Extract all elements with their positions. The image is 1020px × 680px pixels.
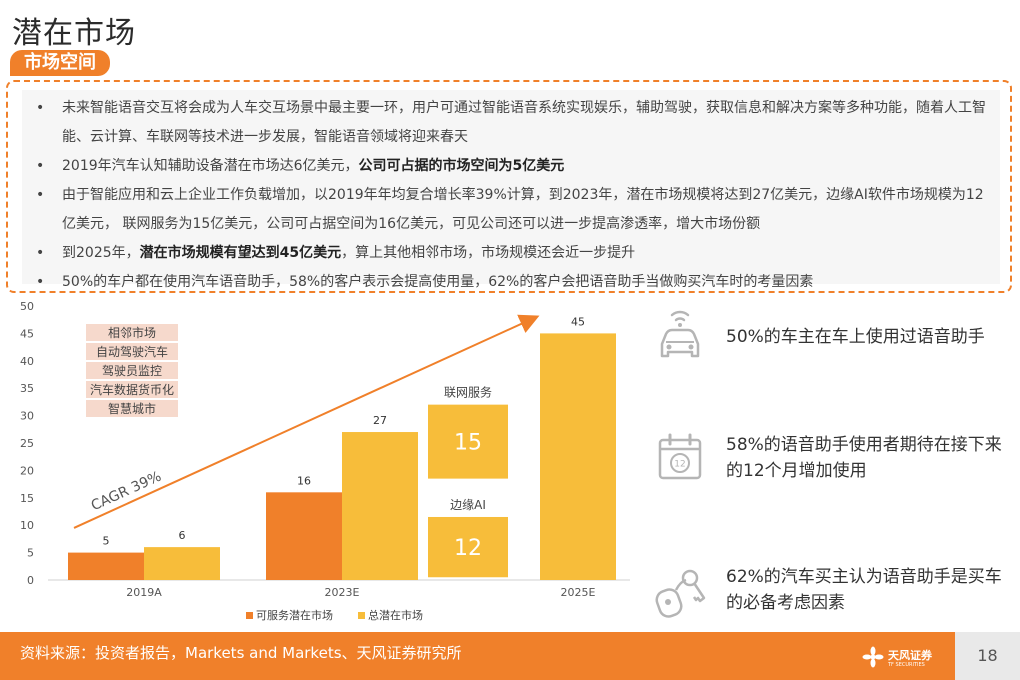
adjacent-market-label: 智慧城市 bbox=[108, 401, 156, 416]
stats-panel: 50%的车主在车上使用过语音助手 12 58%的语音助手使用者期待在接下来的12… bbox=[650, 300, 1010, 620]
y-tick-label: 0 bbox=[27, 574, 34, 587]
adjacent-market-label: 相邻市场 bbox=[108, 325, 156, 340]
summary-box: 未来智能语音交互将会成为人车交互场景中最主要一环，用户可通过智能语音系统实现娱乐… bbox=[6, 80, 1012, 297]
bullet-text: 50%的车户都在使用汽车语音助手，58%的客户表示会提高使用量，62%的客户会把… bbox=[62, 274, 814, 290]
breakdown-value: 15 bbox=[454, 431, 482, 456]
legend-label: 总潜在市场 bbox=[368, 608, 423, 622]
market-size-chart: 0 5 10 15 20 25 30 35 40 45 50 5 6 2019A 16 27 2023E 45 20… bbox=[0, 296, 640, 630]
bar-value-label: 27 bbox=[373, 414, 387, 427]
bar bbox=[144, 547, 220, 580]
bullet-item: 未来智能语音交互将会成为人车交互场景中最主要一环，用户可通过智能语音系统实现娱乐… bbox=[32, 94, 987, 152]
bullet-highlight: 公司可占据的市场空间为5亿美元 bbox=[358, 158, 565, 174]
bar-value-label: 45 bbox=[571, 315, 585, 328]
cagr-arrow bbox=[73, 314, 540, 529]
bullet-item: 50%的车户都在使用汽车语音助手，58%的客户表示会提高使用量，62%的客户会把… bbox=[32, 268, 987, 297]
y-tick-label: 20 bbox=[20, 464, 34, 477]
bar bbox=[540, 333, 616, 580]
x-tick-label: 2023E bbox=[325, 586, 360, 599]
breakdown-value: 12 bbox=[454, 536, 482, 561]
chart-svg: 0 5 10 15 20 25 30 35 40 45 50 5 6 2019A 16 27 2023E 45 20… bbox=[20, 300, 630, 622]
bar-value-label: 5 bbox=[103, 535, 110, 548]
summary-background: 未来智能语音交互将会成为人车交互场景中最主要一环，用户可通过智能语音系统实现娱乐… bbox=[22, 90, 1000, 297]
legend-swatch bbox=[246, 612, 253, 619]
y-tick-label: 50 bbox=[20, 300, 34, 313]
stat-text: 50%的车主在车上使用过语音助手 bbox=[726, 327, 985, 347]
y-tick-label: 5 bbox=[27, 547, 34, 560]
adjacent-market-tag bbox=[86, 362, 178, 379]
legend-swatch bbox=[358, 612, 365, 619]
bar bbox=[68, 552, 144, 580]
legend-label: 可服务潜在市场 bbox=[256, 608, 333, 622]
bar-value-label: 6 bbox=[179, 529, 186, 542]
car-keys-icon bbox=[655, 569, 706, 618]
y-tick-label: 30 bbox=[20, 410, 34, 423]
bar-value-label: 16 bbox=[297, 474, 311, 487]
bullet-item: 到2025年，潜在市场规模有望达到45亿美元，算上其他相邻市场，市场规模还会近一… bbox=[32, 239, 987, 268]
y-tick-label: 45 bbox=[20, 327, 34, 340]
page-number: 18 bbox=[977, 646, 998, 665]
calendar-icon-number: 12 bbox=[674, 460, 685, 470]
stat-text: 62%的汽车买主认为语音助手是买车的必备考虑因素 bbox=[726, 567, 1002, 613]
stat-text: 58%的语音助手使用者期待在接下来的12个月增加使用 bbox=[726, 435, 1002, 481]
bullet-list: 未来智能语音交互将会成为人车交互场景中最主要一环，用户可通过智能语音系统实现娱乐… bbox=[32, 94, 987, 297]
footer: 资料来源：投资者报告，Markets and Markets、天风证券研究所 天… bbox=[0, 632, 1020, 680]
breakdown-box bbox=[428, 516, 508, 578]
source-note: 资料来源：投资者报告，Markets and Markets、天风证券研究所 bbox=[20, 644, 462, 662]
tf-logo-icon bbox=[862, 646, 884, 668]
breakdown-box bbox=[428, 404, 508, 479]
logo-subtext: TF SECURITIES bbox=[888, 662, 925, 668]
bullet-text: 由于智能应用和云上企业工作负载增加，以2019年年均复合增长率39%计算，到20… bbox=[62, 187, 984, 232]
stat-item: 62%的汽车买主认为语音助手是买车的必备考虑因素 bbox=[650, 562, 1010, 632]
calendar-icon: 12 bbox=[658, 433, 702, 480]
bar bbox=[342, 432, 418, 580]
page-title: 潜在市场 bbox=[12, 16, 136, 51]
adjacent-market-tag bbox=[86, 400, 178, 417]
adjacent-market-label: 汽车数据货币化 bbox=[90, 382, 174, 397]
breakdown-label: 联网服务 bbox=[444, 385, 492, 400]
bullet-item: 由于智能应用和云上企业工作负载增加，以2019年年均复合增长率39%计算，到20… bbox=[32, 181, 987, 239]
adjacent-market-label: 驾驶员监控 bbox=[102, 363, 162, 378]
section-tag: 市场空间 bbox=[10, 50, 110, 76]
adjacent-market-label: 自动驾驶汽车 bbox=[96, 344, 168, 359]
adjacent-market-tag bbox=[86, 343, 178, 360]
bullet-text: 到2025年， bbox=[62, 245, 140, 261]
y-tick-label: 15 bbox=[20, 492, 34, 505]
car-wifi-icon bbox=[660, 310, 700, 358]
stat-item: 50%的车主在车上使用过语音助手 bbox=[650, 306, 1010, 376]
y-tick-label: 40 bbox=[20, 355, 34, 368]
bullet-item: 2019年汽车认知辅助设备潜在市场达6亿美元，公司可占据的市场空间为5亿美元 bbox=[32, 152, 987, 181]
bar bbox=[266, 492, 342, 580]
bullet-text: 未来智能语音交互将会成为人车交互场景中最主要一环，用户可通过智能语音系统实现娱乐… bbox=[62, 100, 986, 145]
bullet-text: 2019年汽车认知辅助设备潜在市场达6亿美元， bbox=[62, 158, 359, 174]
adjacent-market-tag bbox=[86, 381, 178, 398]
bullet-highlight: 潜在市场规模有望达到45亿美元 bbox=[139, 245, 342, 261]
stat-item: 12 58%的语音助手使用者期待在接下来的12个月增加使用 bbox=[650, 428, 1010, 498]
y-tick-label: 35 bbox=[20, 382, 34, 395]
adjacent-market-tag bbox=[86, 324, 178, 341]
x-tick-label: 2025E bbox=[561, 586, 596, 599]
x-tick-label: 2019A bbox=[126, 586, 162, 599]
breakdown-label: 边缘AI bbox=[450, 498, 486, 512]
bullet-text: ，算上其他相邻市场，市场规模还会近一步提升 bbox=[341, 245, 636, 261]
logo-text: 天风证券 bbox=[888, 649, 932, 662]
y-tick-label: 25 bbox=[20, 437, 34, 450]
page-number-box: 18 bbox=[955, 632, 1020, 680]
y-tick-label: 10 bbox=[20, 519, 34, 532]
